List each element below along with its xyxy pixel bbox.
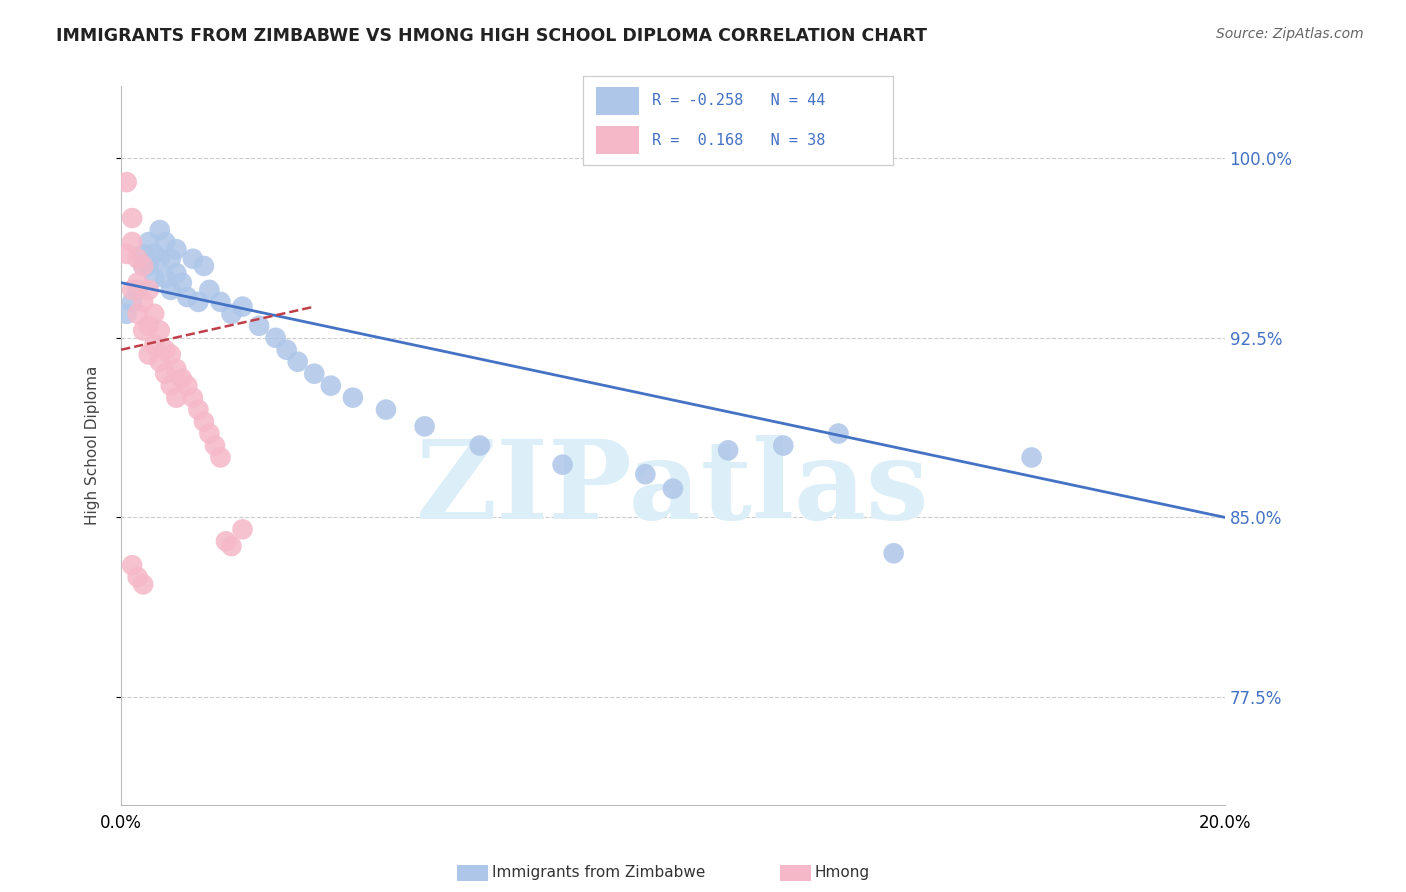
Point [375,402,398,417]
Point [155,367,177,381]
Point [132,259,155,273]
Point [204,438,226,452]
Point [170,371,193,385]
Point [121,558,143,573]
Text: Hmong: Hmong [814,864,869,880]
Point [138,259,160,273]
Point [149,324,172,338]
Point [121,294,143,309]
Point [155,235,177,249]
Point [215,534,238,549]
Point [138,235,160,249]
Point [772,438,794,452]
Point [138,347,160,361]
Point [342,391,364,405]
Text: ZIPatlas: ZIPatlas [416,435,929,542]
FancyBboxPatch shape [596,87,640,115]
Point [115,247,138,261]
Point [127,307,149,321]
Point [287,355,309,369]
Point [115,307,138,321]
Point [127,283,149,297]
Point [883,546,905,560]
Point [319,378,342,392]
Point [551,458,574,472]
Point [1021,450,1043,465]
Point [165,362,187,376]
Point [143,271,166,285]
Point [827,426,849,441]
Text: IMMIGRANTS FROM ZIMBABWE VS HMONG HIGH SCHOOL DIPLOMA CORRELATION CHART: IMMIGRANTS FROM ZIMBABWE VS HMONG HIGH S… [56,27,927,45]
Point [165,266,187,280]
Point [155,271,177,285]
Point [276,343,298,357]
Point [115,175,138,189]
Point [198,283,221,297]
Point [149,355,172,369]
Point [170,276,193,290]
Point [264,331,287,345]
Point [159,252,181,266]
Point [149,252,172,266]
Text: Source: ZipAtlas.com: Source: ZipAtlas.com [1216,27,1364,41]
Point [176,290,198,304]
Point [143,247,166,261]
Y-axis label: High School Diploma: High School Diploma [86,366,100,525]
Point [181,252,204,266]
Point [155,343,177,357]
Point [143,307,166,321]
Point [198,426,221,441]
Point [165,242,187,256]
Point [181,391,204,405]
Point [138,318,160,333]
Point [159,347,181,361]
Point [247,318,270,333]
Point [209,450,232,465]
Point [221,307,243,321]
Point [132,247,155,261]
Point [127,276,149,290]
Point [127,252,149,266]
Point [193,259,215,273]
Point [121,235,143,249]
Point [231,300,253,314]
Point [634,467,657,482]
Point [165,391,187,405]
Point [132,294,155,309]
Point [127,570,149,584]
Point [662,482,685,496]
Point [209,294,232,309]
Point [138,283,160,297]
Point [121,211,143,225]
Point [132,577,155,591]
Point [159,378,181,392]
Point [187,294,209,309]
Point [717,443,740,458]
Point [132,324,155,338]
Point [304,367,326,381]
Point [193,415,215,429]
Point [221,539,243,553]
Text: R = -0.258   N = 44: R = -0.258 N = 44 [651,94,825,108]
Point [231,522,253,536]
Point [132,259,155,273]
Point [468,438,491,452]
FancyBboxPatch shape [596,126,640,154]
Point [121,283,143,297]
Point [159,283,181,297]
Point [187,402,209,417]
Point [143,338,166,352]
Point [176,378,198,392]
Text: R =  0.168   N = 38: R = 0.168 N = 38 [651,133,825,147]
Text: Immigrants from Zimbabwe: Immigrants from Zimbabwe [492,864,706,880]
Point [149,223,172,237]
Point [413,419,436,434]
